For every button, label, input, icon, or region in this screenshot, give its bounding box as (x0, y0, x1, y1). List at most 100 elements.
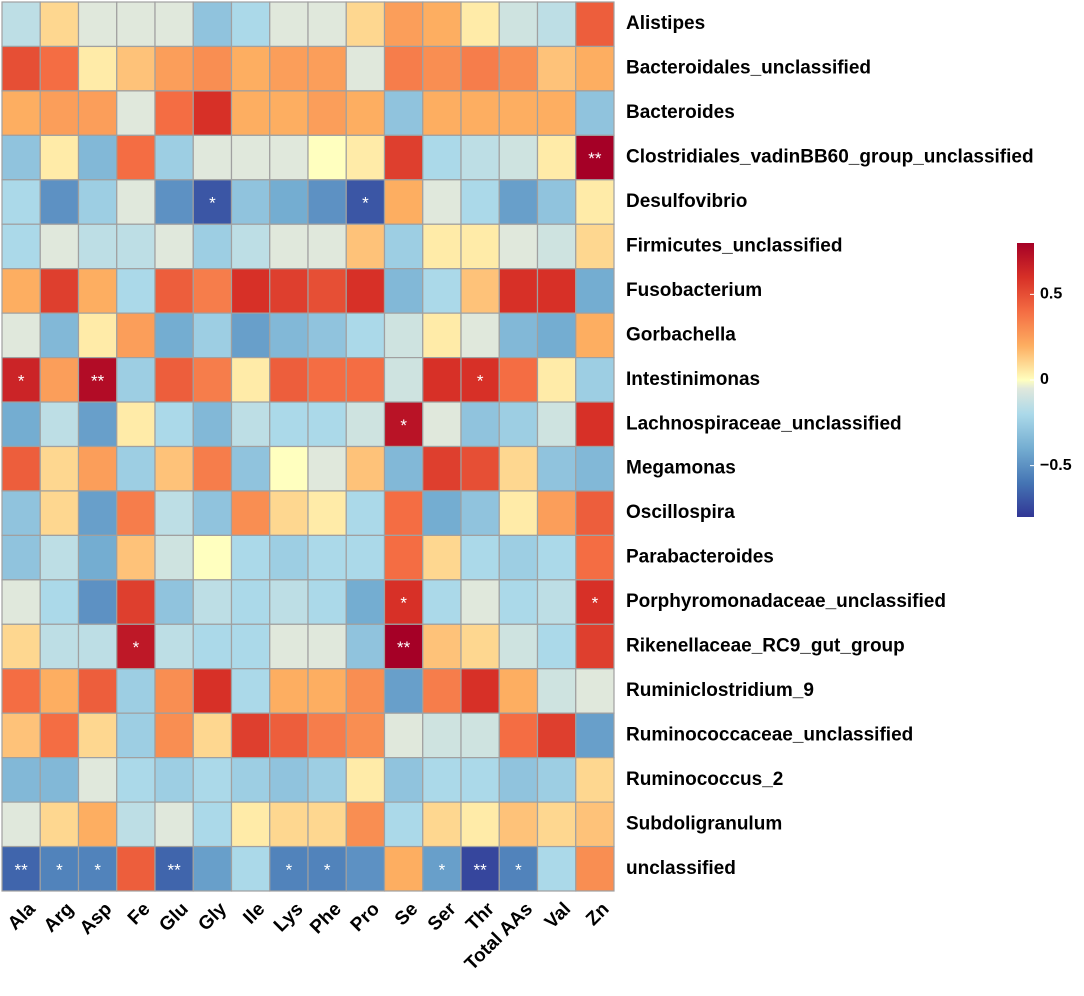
heatmap-cell (154, 757, 194, 803)
heatmap-cell (345, 268, 386, 314)
row-label: Gorbachella (626, 324, 736, 345)
heatmap-cell (154, 1, 194, 48)
heatmap-cell (116, 712, 156, 759)
heatmap-cell (230, 1, 271, 48)
heatmap-cell (192, 179, 233, 225)
heatmap-cell (77, 623, 118, 670)
heatmap-cell (498, 534, 539, 581)
row-label: Bacteroidales_unclassified (626, 58, 871, 79)
heatmap-cell (460, 401, 500, 448)
heatmap-cell (383, 534, 424, 581)
heatmap-cell (1, 845, 41, 892)
heatmap-cell (536, 712, 577, 759)
colorbar-tick-label: −0.5 (1040, 457, 1072, 474)
heatmap-cell (154, 668, 194, 714)
heatmap-cell (269, 134, 309, 181)
heatmap-cell (536, 134, 577, 181)
heatmap-cell (1, 801, 41, 848)
heatmap-cell (422, 757, 462, 803)
heatmap-cell (575, 623, 615, 670)
row-label: Subdoligranulum (626, 813, 782, 834)
heatmap-cell (498, 668, 539, 714)
significance-marker: ** (15, 860, 29, 879)
heatmap-cell (383, 179, 424, 225)
significance-marker: ** (168, 860, 182, 879)
significance-marker: ** (397, 638, 411, 657)
row-label: Oscillospira (626, 502, 735, 523)
heatmap-cell (307, 401, 347, 448)
heatmap-cell (460, 623, 500, 670)
heatmap-cell (39, 179, 80, 225)
heatmap-cell (307, 134, 347, 181)
row-label: unclassified (626, 858, 736, 879)
heatmap-cell (116, 757, 156, 803)
heatmap-cell (575, 445, 615, 492)
heatmap-cell (345, 312, 386, 359)
heatmap-cell (192, 134, 233, 181)
heatmap-cell (39, 490, 80, 537)
heatmap-cell (192, 712, 233, 759)
heatmap-cell (39, 268, 80, 314)
colorbar-legend: 0.5 0 −0.5 (1017, 243, 1072, 517)
heatmap-cell (230, 490, 271, 537)
heatmap-cell (422, 534, 462, 581)
column-label: Se (391, 899, 422, 930)
heatmap-cell (1, 90, 41, 136)
heatmap-cell (269, 757, 309, 803)
heatmap-cell (1, 534, 41, 581)
heatmap-cell (116, 179, 156, 225)
heatmap-cell (230, 312, 271, 359)
heatmap-cell (77, 90, 118, 136)
heatmap-cell (77, 757, 118, 803)
heatmap-cell (1, 401, 41, 448)
heatmap-cell (269, 534, 309, 581)
heatmap-cell (154, 90, 194, 136)
heatmap-cell (1, 45, 41, 92)
heatmap-cell (192, 445, 233, 492)
heatmap-cell (383, 357, 424, 403)
significance-marker: ** (588, 149, 602, 168)
heatmap-cell (77, 1, 118, 48)
heatmap-cell (230, 357, 271, 403)
heatmap-cell (1, 668, 41, 714)
heatmap-cell (307, 801, 347, 848)
heatmap-cell (230, 668, 271, 714)
heatmap-cell (192, 579, 233, 625)
heatmap-cell (269, 668, 309, 714)
column-label: Zn (582, 899, 613, 930)
row-label: Ruminococcus_2 (626, 769, 783, 790)
heatmap-cell (269, 712, 309, 759)
heatmap-cell (498, 445, 539, 492)
heatmap-cell (154, 312, 194, 359)
heatmap-cell (460, 712, 500, 759)
heatmap-cell (575, 712, 615, 759)
heatmap-cell (536, 223, 577, 270)
heatmap-cell (39, 134, 80, 181)
significance-marker: * (324, 860, 331, 879)
column-label: Lys (270, 899, 308, 937)
heatmap-cell (345, 534, 386, 581)
heatmap-cell (307, 90, 347, 136)
significance-marker: * (362, 194, 369, 213)
heatmap-cell (269, 223, 309, 270)
heatmap-cell (498, 357, 539, 403)
heatmap-cell (77, 712, 118, 759)
heatmap-cell (1, 445, 41, 492)
heatmap-cell (154, 268, 194, 314)
heatmap-cell (192, 357, 233, 403)
heatmap-cell (575, 268, 615, 314)
column-label: Asp (76, 899, 116, 939)
heatmap-cell (116, 1, 156, 48)
heatmap-cell (422, 445, 462, 492)
heatmap-cell (383, 45, 424, 92)
heatmap-cell (39, 223, 80, 270)
heatmap-cell (575, 134, 615, 181)
heatmap-cell (460, 268, 500, 314)
heatmap-cell (345, 712, 386, 759)
heatmap-cell (39, 312, 80, 359)
heatmap-cell (575, 357, 615, 403)
heatmap-cell (230, 268, 271, 314)
row-label: Ruminiclostridium_9 (626, 680, 814, 701)
heatmap-cell (77, 223, 118, 270)
heatmap-cell (460, 223, 500, 270)
